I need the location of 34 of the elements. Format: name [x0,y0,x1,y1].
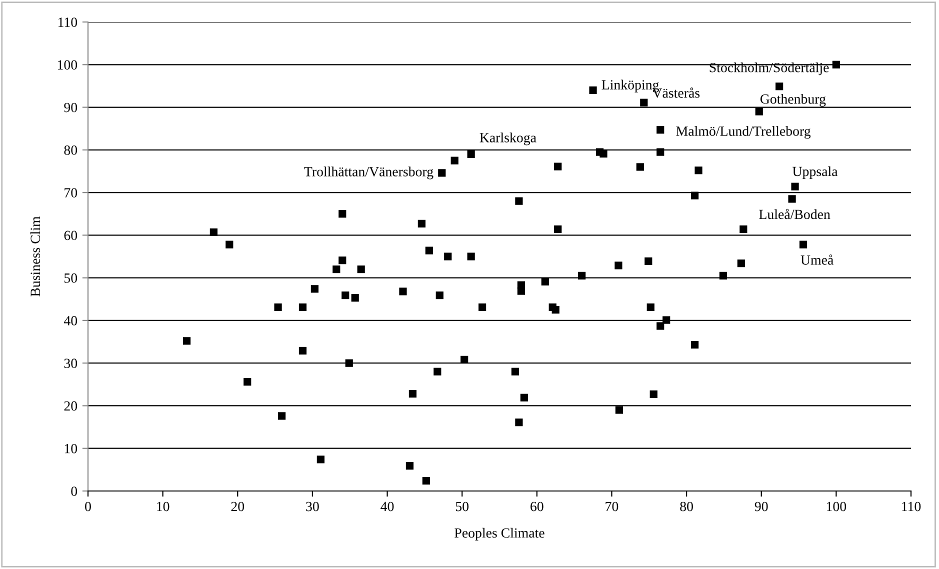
y-tick-label: 10 [64,444,78,454]
x-tick-label: 10 [157,502,170,512]
x-tick-label: 20 [231,502,244,512]
x-tick-label: 90 [754,502,768,512]
x-axis-title: Peoples Climate [454,528,544,540]
annotation: Karlskoga [480,132,536,146]
y-tick-label: 100 [58,60,78,70]
x-tick-label: 70 [606,502,618,512]
y-tick-label: 20 [64,401,78,411]
annotation: Uppsala [792,166,838,179]
x-tick-label: 100 [826,502,846,512]
y-tick-label: 90 [64,102,78,112]
x-tick-label: 0 [85,502,91,512]
y-tick-label: 50 [64,273,78,283]
annotation: Umeå [800,254,834,265]
annotation: Trollhättan/Vänersborg [304,166,434,180]
y-tick-label: 40 [64,316,78,326]
y-tick-label: 110 [58,18,78,27]
x-tick-label: 110 [902,502,921,512]
annotation: Gothenburg [760,94,826,107]
y-tick-label: 30 [64,358,78,368]
x-tick-label: 30 [306,502,319,512]
annotation: Stockholm/Södertälje [710,62,829,76]
annotation: Malmö/Lund/Trelleborg [676,126,811,139]
x-tick-label: 50 [456,502,469,512]
y-tick-label: 70 [64,188,78,198]
annotation: Luleå/Boden [759,208,830,220]
y-tick-label: 0 [71,486,78,496]
y-tick-label: 80 [64,145,78,155]
x-tick-label: 60 [530,502,544,512]
x-tick-label: 80 [680,502,693,512]
y-tick-label: 60 [64,230,78,240]
y-axis-title: Business Clim [30,216,40,296]
x-tick-label: 40 [380,502,394,512]
